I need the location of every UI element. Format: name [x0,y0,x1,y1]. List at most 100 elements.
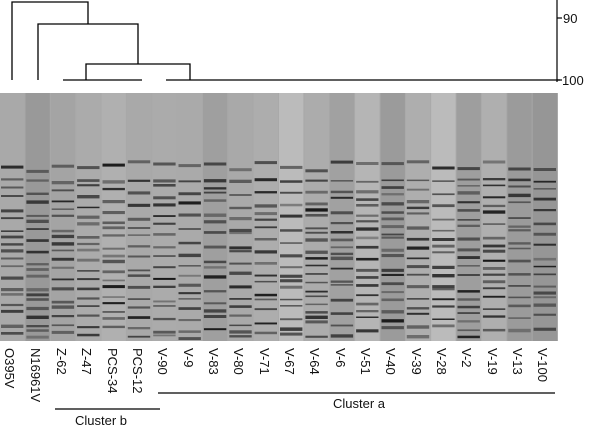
gel-band [406,325,430,329]
gel-band [482,308,506,310]
gel-band [51,266,75,269]
gel-band [356,236,379,240]
gel-band [102,180,125,184]
gel-band [482,160,506,164]
gel-band [1,235,24,239]
gel-band [330,160,354,164]
gel-band [482,259,506,262]
gel-band [229,250,252,253]
gel-band [229,335,252,338]
gel-band [77,179,100,182]
lane-label: V-40 [383,348,398,375]
gel-band [77,242,100,246]
gel-band [178,164,201,168]
gel-band [203,179,227,183]
gel-band [406,200,430,204]
gel-band [102,285,125,289]
gel-band [254,322,277,325]
gel-band [457,312,480,314]
gel-band [305,208,328,212]
gel-band [77,184,100,187]
gel-band [203,275,227,279]
gel-band [254,226,277,229]
gel-band [127,327,151,330]
gel-band [356,220,379,223]
gel-band [51,214,75,217]
gel-band [280,274,303,278]
gel-band [203,266,227,269]
gel-band [533,188,556,190]
gel-band [432,193,455,196]
gel-band [26,200,49,204]
gel-band [102,211,125,215]
gel-band [178,319,201,322]
gel-band [356,302,379,306]
gel-band [51,330,75,334]
gel-band [1,249,24,253]
gel-band [229,232,252,235]
gel-lane [101,93,126,341]
gel-band [406,237,430,241]
gel-band [508,242,531,245]
gel-band [432,218,455,221]
gel-band [406,265,430,269]
gel-band [51,242,75,246]
gel-band [77,326,100,329]
gel-lane [253,93,278,341]
gel-lane [481,93,507,341]
gel-band [77,287,100,291]
gel-band [1,303,24,307]
gel-band [254,274,277,277]
gel-band [356,190,379,194]
gel-band [229,228,252,233]
gel-band [51,324,75,327]
gel-band [203,245,227,249]
gel-band [356,227,379,231]
gel-band [51,249,75,252]
gel-band [406,298,430,300]
gel-band [26,293,49,297]
lane-label: V-9 [181,348,196,368]
gel-band [203,309,227,313]
gel-band [77,195,100,199]
gel-band [229,246,252,250]
lane-label: V-90 [155,348,170,375]
dendrogram-root-branch [11,1,89,80]
gel-lanes [0,93,557,341]
gel-band [356,310,379,313]
gel-band [254,238,277,241]
gel-band [203,220,227,224]
gel-band [153,317,176,321]
gel-band [127,234,151,236]
gel-band [457,237,480,241]
gel-band [26,214,49,217]
gel-band [26,250,49,254]
gel-band [406,285,430,289]
gel-band [280,165,303,169]
gel-band [77,258,100,262]
gel-band [153,196,176,200]
gel-lane [329,93,355,341]
gel-band [153,184,176,187]
gel-band [406,212,430,215]
gel-band [406,273,430,276]
gel-band [381,282,404,286]
gel-band [381,326,404,330]
gel-band [203,231,227,234]
gel-band [229,314,252,317]
gel-band [330,334,354,338]
gel-band [305,273,328,275]
gel-band [533,303,556,307]
gel-band [356,204,379,207]
gel-band [457,329,480,332]
gel-band [102,325,125,329]
gel-band [51,181,75,185]
gel-band [280,229,303,232]
gel-band [305,190,328,194]
gel-lane [380,93,405,341]
gel-band [203,328,227,331]
gel-band [203,290,227,293]
gel-band [381,225,404,229]
gel-band [127,160,151,164]
gel-band [381,236,404,239]
